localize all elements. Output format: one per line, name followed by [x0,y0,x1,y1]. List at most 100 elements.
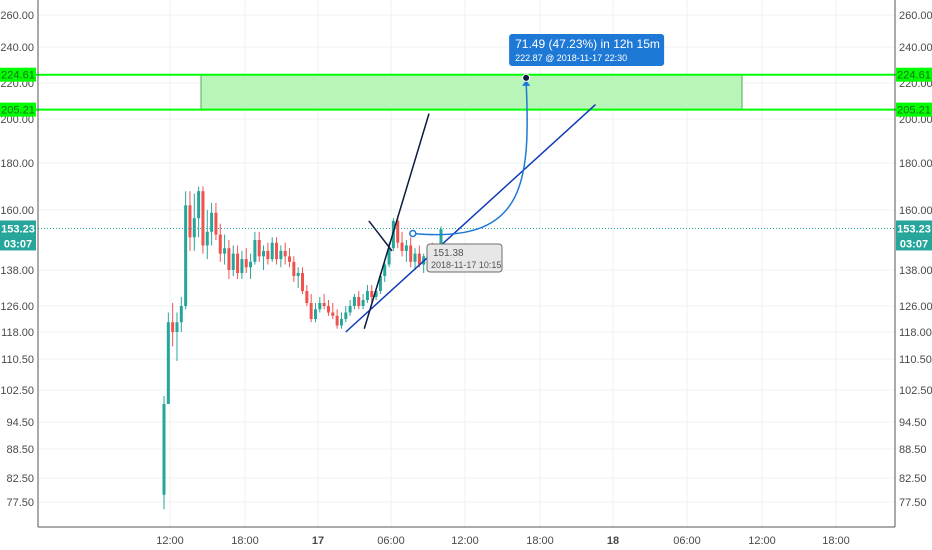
candle-body [266,250,270,260]
y-tick-label-right: 138.00 [899,265,932,277]
start-tooltip-time: 2018-11-17 10:15 [431,260,501,270]
candle-body [348,306,352,313]
candle-body [378,276,382,291]
y-tick-label-left: 94.50 [6,417,34,429]
trendlines-layer[interactable] [38,73,895,333]
candle-body [404,245,408,251]
countdown-badge [0,235,36,251]
candle-body [171,322,175,332]
candle-body [365,291,369,300]
candle-body [313,309,317,319]
x-tick-label: 12:00 [156,535,184,547]
candle-body [344,312,348,319]
candle-body [318,303,322,310]
y-tick-label-left: 240.00 [0,42,34,54]
x-tick-label: 06:00 [673,535,701,547]
candle-body [279,250,283,260]
candle-body [288,256,292,262]
candle-body [166,322,170,404]
y-tick-label-right: 118.00 [899,327,932,339]
candle-body [283,250,287,257]
y-tick-label-left: 77.50 [6,497,34,509]
candle-body [370,291,374,297]
candle-body [383,264,387,276]
zone-badge-right [896,102,932,117]
y-tick-label-right: 180.00 [899,158,932,170]
candle-body [396,220,400,243]
channel-trendline[interactable] [363,113,430,329]
y-tick-label-right: 102.50 [899,385,932,397]
candle-body [331,312,335,316]
zone-badge-right-text: 224.61 [897,70,931,82]
candle-body [188,205,192,238]
start-tooltip-price: 151.38 [433,248,464,259]
y-tick-label-right: 77.50 [899,497,927,509]
candle-body [305,291,309,303]
target-zone[interactable] [0,73,932,111]
y-tick-label-right: 160.00 [899,205,932,217]
y-tick-label-right: 126.00 [899,301,932,313]
candle-body [326,306,330,313]
measure-callout-box [509,34,665,66]
y-tick-label-left: 110.50 [1,354,34,366]
candle-body [309,303,313,319]
last-price-badge-text: 153.23 [1,223,35,235]
y-tick-label-left: 82.50 [6,473,34,485]
x-tick-label: 18:00 [822,535,850,547]
candle-body [339,319,343,326]
candle-body [244,259,248,268]
candle-body [400,242,404,251]
candle-body [201,191,205,246]
y-tick-label-right: 200.00 [899,114,932,126]
x-tick-label: 06:00 [377,535,405,547]
candle-body [413,253,417,262]
measure-end-point[interactable] [522,73,531,82]
candle-body [409,245,413,262]
start-tooltip-box [426,243,503,273]
candle-body [197,191,201,219]
y-tick-label-left: 102.50 [0,385,34,397]
candle-body [296,273,300,276]
y-tick-label-left: 88.50 [6,444,34,456]
candle-body [227,248,231,270]
candle-body [352,297,356,306]
candle-body [417,253,421,265]
x-tick-label: 18:00 [231,535,259,547]
resistance-trendline[interactable] [368,220,393,252]
candle-body [257,240,261,257]
y-tick-label-left: 180.00 [0,158,34,170]
support-trendline[interactable] [345,104,597,333]
zone-badge-left-text: 224.61 [1,70,35,82]
measure-arrowhead [522,79,531,86]
measure-start-point[interactable] [409,229,417,238]
candle-body [301,273,304,291]
y-tick-label-left: 160.00 [0,205,34,217]
y-tick-label-right: 240.00 [899,42,932,54]
zone-badge-right-text: 205.21 [897,105,931,117]
candle-body [387,248,391,265]
candle-body [439,229,443,251]
measure-curve[interactable] [412,81,528,236]
candle-body [240,259,244,273]
zone-badge-left [0,102,36,117]
overlays-layer: 71.49 (47.23%) in 12h 15m 222.87 @ 2018-1… [426,34,665,273]
candle-body [162,404,166,495]
x-tick-label: 18 [607,535,619,547]
y-tick-label-right: 82.50 [899,473,927,485]
candle-body [223,248,227,254]
candle-body [175,322,179,332]
y-tick-label-right: 260.00 [899,10,932,22]
target-zone-rect[interactable] [200,74,743,111]
candle-body [249,261,253,268]
y-tick-label-left: 200.00 [0,114,34,126]
x-tick-label: 17 [312,535,324,547]
zone-badge-right [896,67,932,82]
candle-body [192,218,196,238]
measure-callout-detail: 222.87 @ 2018-11-17 22:30 [515,53,627,63]
candle-body [361,300,365,306]
measure-callout-title: 71.49 (47.23%) in 12h 15m [515,37,660,51]
candle-body [374,291,378,297]
y-tick-label-left: 118.00 [1,327,34,339]
